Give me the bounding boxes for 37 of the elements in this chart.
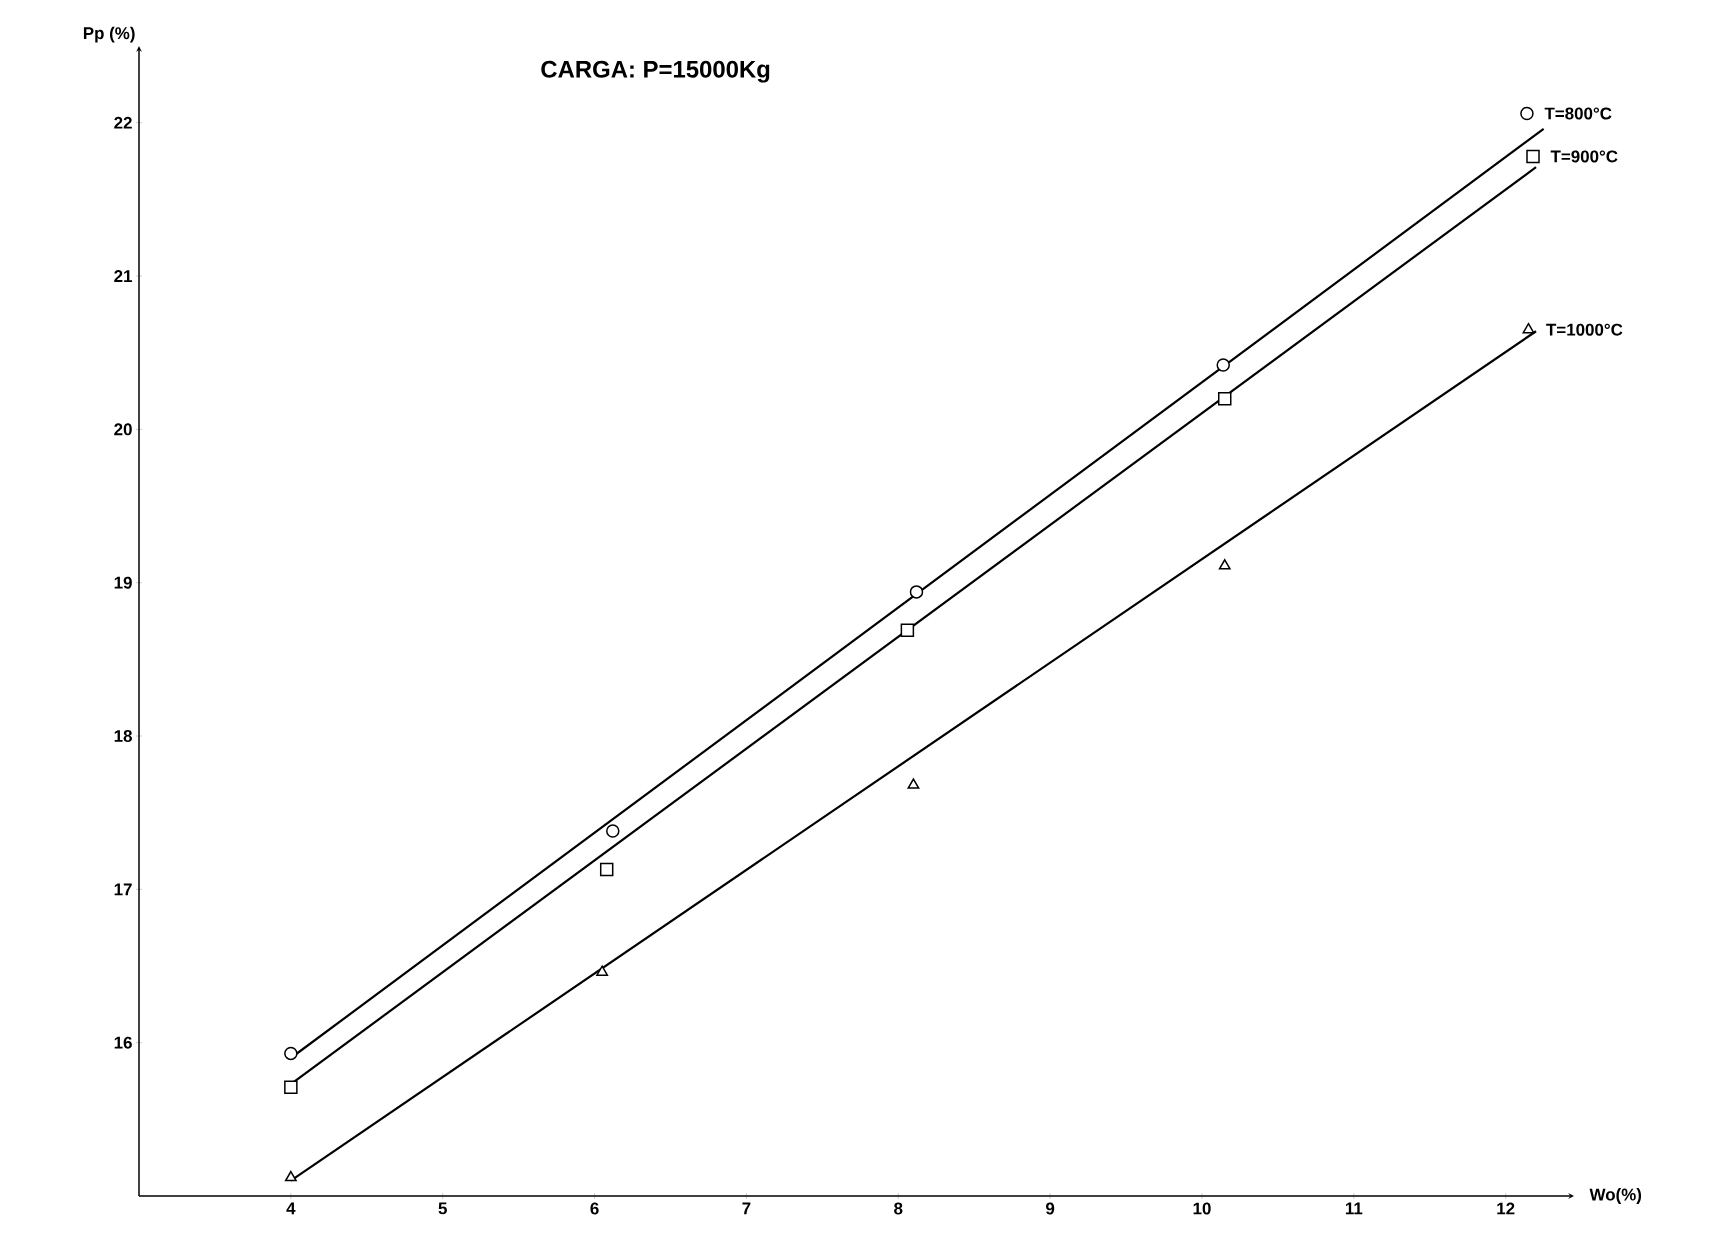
y-axis-title: Pp (%) bbox=[83, 26, 135, 43]
y-tick-label: 19 bbox=[114, 576, 132, 589]
x-tick-label: 6 bbox=[590, 1202, 599, 1215]
y-tick-label: 20 bbox=[114, 423, 132, 436]
point bbox=[599, 862, 614, 877]
text: CARGA: P=15000Kg bbox=[541, 60, 770, 83]
point bbox=[606, 824, 620, 838]
x-tick-label: 7 bbox=[742, 1202, 751, 1215]
y-tick-label: 17 bbox=[114, 883, 132, 896]
point bbox=[284, 1080, 298, 1094]
point bbox=[907, 778, 920, 789]
point bbox=[1522, 322, 1535, 334]
point bbox=[1520, 106, 1534, 121]
point bbox=[1218, 559, 1231, 570]
x-axis-title: Wo(%) bbox=[1589, 1188, 1642, 1204]
x-tick-label: 5 bbox=[438, 1202, 447, 1215]
x-tick-label: 8 bbox=[894, 1202, 903, 1215]
x-tick-label: 11 bbox=[1345, 1202, 1363, 1215]
y-tick-label: 22 bbox=[114, 116, 132, 129]
point bbox=[596, 965, 609, 976]
x-tick-label: 4 bbox=[286, 1202, 296, 1215]
point bbox=[284, 1046, 298, 1061]
point bbox=[1218, 391, 1232, 406]
series-label: T=800°C bbox=[1544, 107, 1612, 120]
point bbox=[1216, 358, 1230, 372]
x-tick-label: 12 bbox=[1497, 1202, 1515, 1215]
point bbox=[284, 1170, 297, 1182]
y-tick-label: 16 bbox=[114, 1036, 132, 1049]
point bbox=[909, 585, 924, 599]
x-tick-label: 9 bbox=[1046, 1202, 1055, 1215]
y-tick-label: 21 bbox=[114, 270, 133, 282]
series-label: T=1000°C bbox=[1546, 323, 1623, 336]
x-tick-label: 10 bbox=[1193, 1202, 1211, 1215]
point bbox=[900, 623, 915, 637]
y-tick-label: 18 bbox=[114, 730, 132, 743]
point bbox=[1526, 149, 1540, 164]
series-label: T=900°C bbox=[1550, 150, 1618, 163]
